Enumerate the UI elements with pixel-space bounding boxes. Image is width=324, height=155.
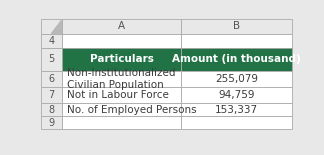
Bar [181, 48, 292, 71]
Bar [62, 116, 181, 129]
Bar [40, 71, 62, 87]
Bar [62, 103, 181, 116]
Text: 9: 9 [48, 118, 54, 128]
Polygon shape [51, 20, 61, 33]
Text: Not in Labour Force: Not in Labour Force [67, 90, 169, 100]
Bar [181, 116, 292, 129]
Bar [40, 103, 62, 116]
Text: 255,079: 255,079 [215, 74, 258, 84]
Bar [40, 87, 62, 103]
Text: 6: 6 [48, 74, 54, 84]
Bar [40, 48, 62, 71]
Text: 7: 7 [48, 90, 54, 100]
Bar [181, 71, 292, 87]
Text: B: B [233, 21, 240, 31]
Text: No. of Employed Persons: No. of Employed Persons [67, 105, 196, 115]
Text: 4: 4 [48, 36, 54, 46]
Text: A: A [118, 21, 125, 31]
Bar [181, 87, 292, 103]
Text: 5: 5 [48, 54, 54, 64]
Bar [181, 103, 292, 116]
Text: 153,337: 153,337 [215, 105, 258, 115]
Bar [62, 87, 181, 103]
Bar [181, 19, 292, 34]
Text: Non-Institutionalized
Civilian Population: Non-Institutionalized Civilian Populatio… [67, 68, 175, 90]
Text: 8: 8 [48, 105, 54, 115]
Bar [62, 48, 181, 71]
Bar [40, 34, 62, 48]
Bar [62, 34, 181, 48]
Text: Particulars: Particulars [89, 54, 154, 64]
Bar [40, 19, 62, 34]
Bar [62, 71, 181, 87]
Bar [181, 34, 292, 48]
Text: 94,759: 94,759 [218, 90, 255, 100]
Text: Amount (in thousand): Amount (in thousand) [172, 54, 301, 64]
Bar [40, 116, 62, 129]
Bar [62, 19, 181, 34]
